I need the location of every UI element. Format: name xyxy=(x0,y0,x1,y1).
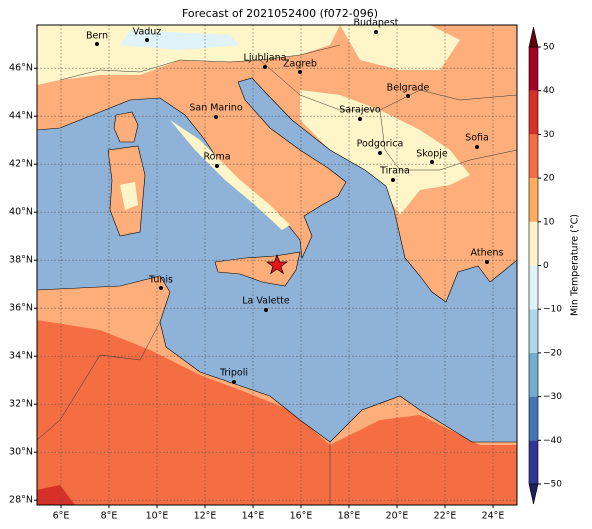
colorbar-segment xyxy=(529,352,538,397)
colorbar-tick-label: −10 xyxy=(543,305,562,315)
y-tick-label: 36°N xyxy=(9,303,33,314)
colorbar-extend-low xyxy=(528,483,539,505)
city-dot xyxy=(374,30,378,34)
colorbar-tick-label: 40 xyxy=(543,86,555,96)
cold-zone xyxy=(120,182,138,210)
y-tick-label: 34°N xyxy=(9,351,33,362)
x-tick-label: 16°E xyxy=(290,511,313,522)
y-tick-label: 42°N xyxy=(9,159,33,170)
city-dot xyxy=(145,38,149,42)
city-label: Roma xyxy=(203,152,230,163)
colorbar-segment xyxy=(529,134,538,179)
city-label: San Marino xyxy=(189,103,242,114)
cold-zone xyxy=(300,90,470,215)
city-dot xyxy=(378,151,382,155)
grid xyxy=(34,25,517,508)
cold-zone xyxy=(340,25,460,70)
colorbar-tick-label: 50 xyxy=(543,43,555,53)
colorbar-tick-label: 20 xyxy=(543,174,555,184)
city-label: La Valette xyxy=(242,296,290,307)
corsica xyxy=(113,111,139,143)
x-tick-label: 18°E xyxy=(338,511,361,522)
city-dot xyxy=(95,42,99,46)
city-label: Sofia xyxy=(465,133,489,144)
city-label: Bern xyxy=(86,31,108,42)
colorbar-segment xyxy=(529,396,538,441)
city-dot xyxy=(358,117,362,121)
y-tick-label: 46°N xyxy=(9,63,33,74)
colorbar-segment xyxy=(529,309,538,353)
city-label: Belgrade xyxy=(387,83,430,94)
x-tick-label: 20°E xyxy=(386,511,409,522)
colorbar-tick-label: −50 xyxy=(543,480,562,490)
x-tick-label: 12°E xyxy=(194,511,217,522)
colorbar-label: Min Temperature (°C) xyxy=(570,214,581,316)
city-dot xyxy=(485,260,489,264)
city-label: Sarajevo xyxy=(339,105,381,116)
city-label: Ljubljana xyxy=(244,53,287,64)
y-tick-label: 38°N xyxy=(9,255,33,266)
city-label: Tirana xyxy=(379,166,410,177)
colorbar-extend-high xyxy=(528,26,539,48)
colorbar-tick-label: −40 xyxy=(543,436,562,446)
forecast-point xyxy=(265,253,289,275)
colorbar-tick-label: 30 xyxy=(543,130,555,140)
city-dot xyxy=(215,164,219,168)
city-label: Skopje xyxy=(416,149,448,160)
city-dot xyxy=(406,94,410,98)
city-label: Budapest xyxy=(354,18,399,29)
colorbar-segment xyxy=(529,47,538,91)
x-tick-label: 22°E xyxy=(434,511,457,522)
city-label: Zagreb xyxy=(283,59,317,70)
colorbar-tick-label: 10 xyxy=(543,217,555,227)
city-dot xyxy=(232,380,236,384)
cold-zone xyxy=(37,25,340,85)
city-label: Vaduz xyxy=(133,27,162,38)
x-tick-label: 8°E xyxy=(101,511,118,522)
x-tick-label: 24°E xyxy=(482,511,505,522)
y-tick-label: 28°N xyxy=(9,495,33,506)
city-label: Tunis xyxy=(148,275,173,286)
y-tick-label: 32°N xyxy=(9,399,33,410)
y-tick-label: 40°N xyxy=(9,207,33,218)
city-dot xyxy=(214,115,218,119)
map-frame xyxy=(36,24,518,506)
city-dot xyxy=(159,286,163,290)
city-dot xyxy=(263,65,267,69)
colorbar-segment xyxy=(529,221,538,266)
cities: Bern Vaduz Budapest Ljubljana Zagreb Bel… xyxy=(86,18,504,384)
city-dot xyxy=(298,70,302,74)
colorbar-segment xyxy=(529,265,538,310)
x-tick-label: 10°E xyxy=(146,511,169,522)
y-tick-label: 44°N xyxy=(9,111,33,122)
city-dot xyxy=(475,145,479,149)
title: Forecast of 2021052400 (f072-096) xyxy=(182,7,378,20)
y-tick-label: 30°N xyxy=(9,447,33,458)
city-label: Podgorica xyxy=(357,139,404,150)
city-dot xyxy=(391,178,395,182)
x-tick-label: 14°E xyxy=(242,511,265,522)
colorbar-tick-label: −30 xyxy=(543,392,562,402)
x-tick-label: 6°E xyxy=(53,511,70,522)
colorbar-segment xyxy=(529,90,538,135)
colorbar: −50 −40 −30 −20 −10 0 10 20 30 40 50 xyxy=(528,26,562,505)
city-label: Tripoli xyxy=(219,368,248,379)
city-dot xyxy=(264,308,268,312)
colorbar-tick-label: −20 xyxy=(543,348,562,358)
colorbar-tick-label: 0 xyxy=(543,261,549,271)
colorbar-segment xyxy=(529,440,538,484)
colorbar-segment xyxy=(529,178,538,222)
cold-zone xyxy=(120,30,240,50)
city-label: Athens xyxy=(471,248,504,259)
warm-zone xyxy=(37,320,517,505)
city-dot xyxy=(430,160,434,164)
cold-zone xyxy=(170,120,290,230)
